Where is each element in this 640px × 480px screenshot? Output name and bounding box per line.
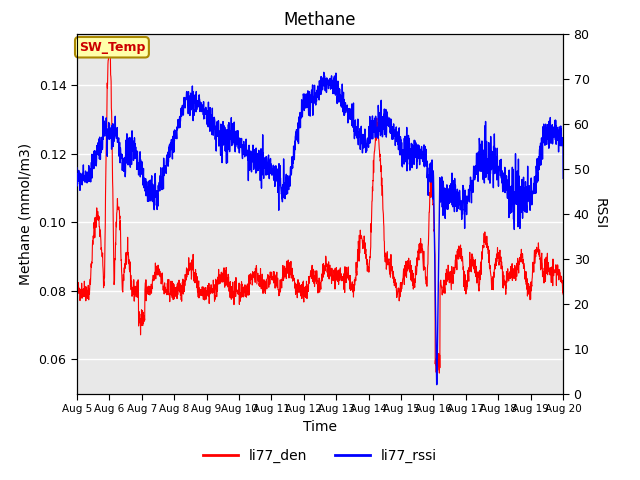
X-axis label: Time: Time bbox=[303, 420, 337, 433]
Y-axis label: Methane (mmol/m3): Methane (mmol/m3) bbox=[19, 143, 33, 285]
Legend: li77_den, li77_rssi: li77_den, li77_rssi bbox=[198, 443, 442, 468]
Text: SW_Temp: SW_Temp bbox=[79, 41, 145, 54]
Title: Methane: Methane bbox=[284, 11, 356, 29]
Y-axis label: RSSI: RSSI bbox=[592, 198, 606, 229]
